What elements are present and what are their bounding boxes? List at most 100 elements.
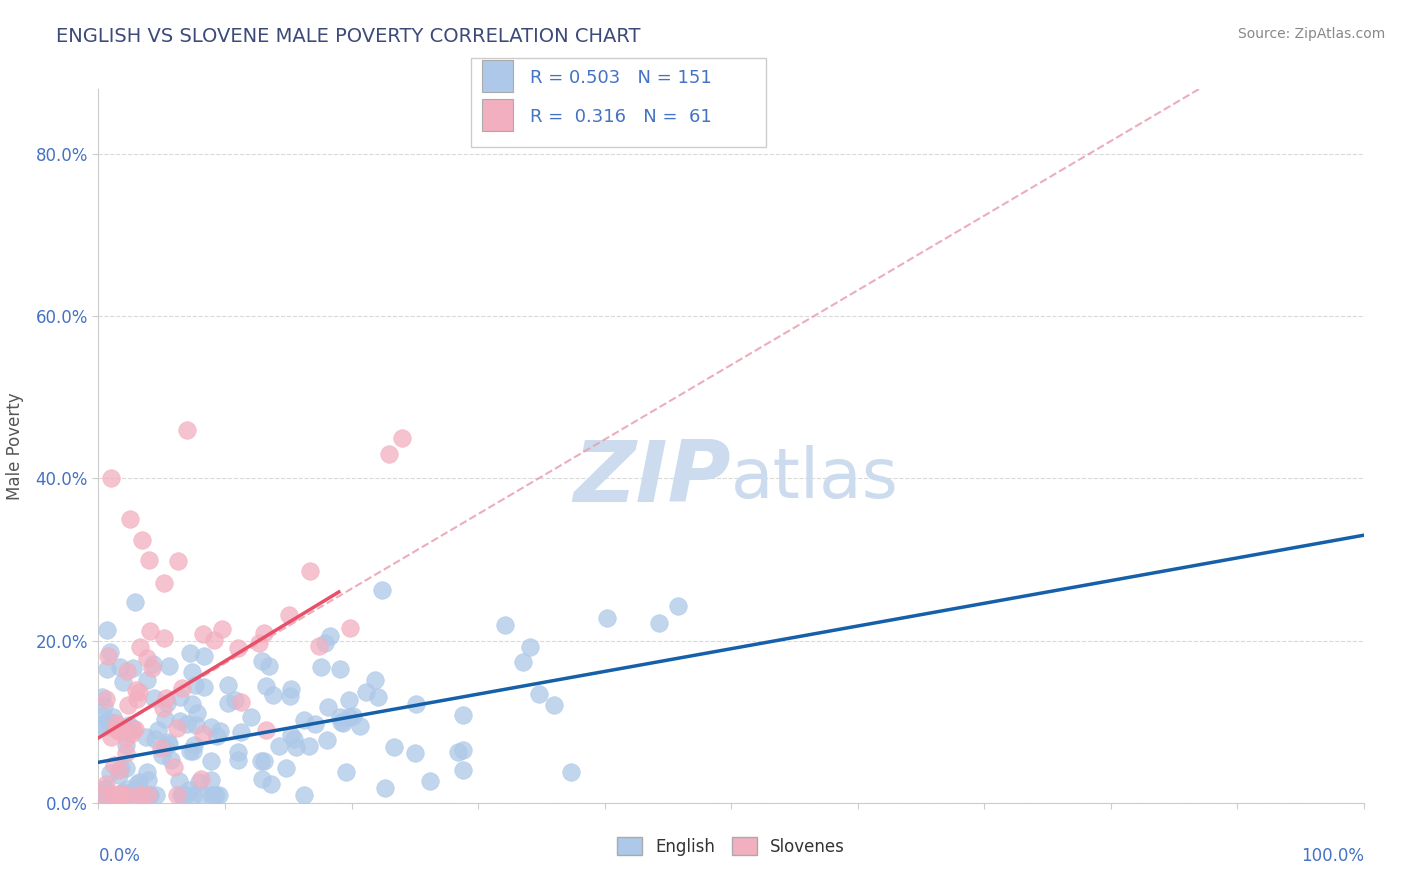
Point (111, 785, 134, 799)
Point (391, 431, 413, 445)
Point (382, 739, 405, 754)
Point (191, 726, 214, 740)
Point (111, 675, 134, 690)
Text: Source: ZipAtlas.com: Source: ZipAtlas.com (1237, 27, 1385, 41)
Point (128, 685, 150, 699)
Point (131, 533, 153, 547)
Point (163, 760, 186, 774)
Point (527, 687, 550, 701)
Point (108, 788, 131, 802)
Text: 100.0%: 100.0% (1301, 847, 1364, 865)
Point (153, 712, 176, 726)
Point (364, 673, 387, 687)
Point (179, 744, 201, 758)
Point (329, 710, 352, 724)
Point (180, 665, 202, 680)
Point (91, 716, 114, 731)
Point (104, 715, 127, 730)
Point (217, 696, 239, 710)
Point (262, 688, 284, 702)
Point (191, 627, 214, 641)
Point (142, 657, 165, 671)
Point (451, 764, 474, 778)
Point (115, 782, 138, 797)
Point (108, 787, 131, 801)
Text: ZIP: ZIP (574, 437, 731, 520)
Point (108, 788, 131, 802)
Point (157, 659, 180, 673)
Point (122, 723, 145, 737)
Point (519, 640, 541, 654)
Point (596, 611, 619, 625)
Point (447, 745, 470, 759)
Point (169, 714, 191, 729)
Point (128, 774, 150, 789)
Point (155, 740, 177, 755)
Point (419, 773, 441, 788)
Point (200, 772, 222, 787)
Point (136, 772, 159, 787)
Point (108, 768, 131, 782)
Point (342, 708, 364, 723)
Point (179, 646, 201, 660)
Point (108, 719, 131, 733)
Point (128, 788, 150, 802)
Point (101, 788, 124, 802)
Point (224, 692, 246, 706)
Point (329, 714, 352, 729)
Text: R =  0.316   N =  61: R = 0.316 N = 61 (530, 108, 711, 126)
Point (91, 788, 114, 802)
Point (120, 727, 142, 741)
Point (453, 708, 475, 723)
Point (253, 754, 276, 768)
Point (181, 697, 204, 711)
Point (107, 763, 129, 777)
Text: R = 0.503   N = 151: R = 0.503 N = 151 (530, 69, 711, 87)
Legend: English, Slovenes: English, Slovenes (610, 830, 852, 863)
Point (160, 754, 183, 768)
Point (153, 575, 176, 590)
Point (115, 731, 138, 745)
Point (190, 772, 212, 787)
Point (108, 787, 131, 801)
Point (101, 709, 124, 723)
Point (354, 685, 377, 699)
Point (94, 781, 117, 796)
Point (115, 788, 138, 802)
Point (494, 618, 516, 632)
Point (97, 648, 120, 663)
Point (110, 761, 132, 775)
Point (114, 788, 136, 802)
Point (560, 765, 582, 780)
Point (91, 709, 114, 723)
Point (172, 788, 194, 802)
Point (183, 738, 205, 752)
Point (91, 690, 114, 704)
Point (127, 781, 149, 796)
Point (285, 739, 308, 754)
Point (117, 718, 139, 732)
Point (125, 777, 148, 791)
Point (250, 754, 273, 768)
Point (136, 788, 159, 802)
Point (404, 746, 426, 760)
Point (349, 719, 371, 733)
Point (314, 636, 336, 650)
Point (170, 788, 193, 802)
Point (169, 690, 191, 705)
Point (177, 782, 200, 797)
Point (280, 682, 302, 697)
Text: ENGLISH VS SLOVENE MALE POVERTY CORRELATION CHART: ENGLISH VS SLOVENE MALE POVERTY CORRELAT… (56, 27, 641, 45)
Point (124, 722, 146, 736)
Point (156, 735, 179, 749)
Point (139, 624, 162, 638)
Point (254, 679, 277, 693)
Point (138, 552, 160, 566)
Point (277, 607, 299, 622)
Point (512, 656, 534, 670)
Point (96, 662, 118, 676)
Point (280, 728, 302, 742)
Point (91, 788, 114, 802)
Point (152, 700, 174, 714)
Point (127, 692, 149, 706)
